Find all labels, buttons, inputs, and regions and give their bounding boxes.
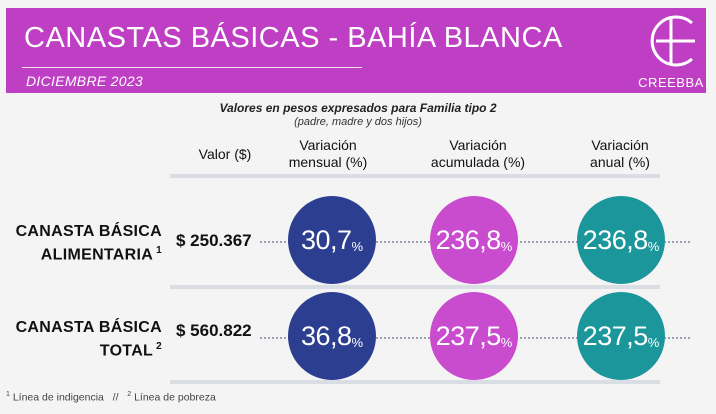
annual-variation-alimentaria: 236,8% [577, 196, 665, 284]
row-separator [170, 285, 660, 289]
title-divider [22, 67, 362, 68]
logo-text: CREEBBA [638, 75, 704, 90]
column-header-value: Valor ($) [198, 146, 252, 162]
value-total: $ 560.822 [176, 321, 252, 340]
creebba-logo-icon [650, 15, 695, 67]
value-alimentaria: $ 250.367 [176, 231, 252, 250]
column-header-annual: Variación anual (%) [590, 137, 650, 170]
annual-variation-total: 237,5% [577, 292, 665, 380]
column-header-monthly: Variación mensual (%) [288, 137, 368, 170]
subtitle: Valores en pesos expresados para Familia… [219, 101, 497, 115]
monthly-variation-total: 36,8% [288, 292, 376, 380]
page-title: CANASTAS BÁSICAS - BAHÍA BLANCA [24, 22, 563, 54]
footnotes: 1 Línea de indigencia // 2 Línea de pobr… [6, 391, 216, 404]
monthly-variation-alimentaria: 30,7% [288, 196, 376, 284]
header-banner: CANASTAS BÁSICAS - BAHÍA BLANCA DICIEMBR… [6, 8, 706, 93]
row-label-alimentaria: CANASTA BÁSICA ALIMENTARIA 1 [15, 223, 162, 264]
creebba-logo: CREEBBA [636, 8, 706, 93]
subtitle-detail: (padre, madre y dos hijos) [294, 116, 422, 128]
accumulated-variation-total: 237,5% [430, 292, 518, 380]
column-header-accumulated: Variación acumulada (%) [430, 137, 526, 170]
header-separator [170, 174, 660, 178]
accumulated-variation-alimentaria: 236,8% [430, 196, 518, 284]
row-label-total: CANASTA BÁSICA TOTAL 2 [15, 319, 162, 360]
report-date: DICIEMBRE 2023 [26, 73, 144, 89]
bottom-separator [170, 380, 660, 384]
